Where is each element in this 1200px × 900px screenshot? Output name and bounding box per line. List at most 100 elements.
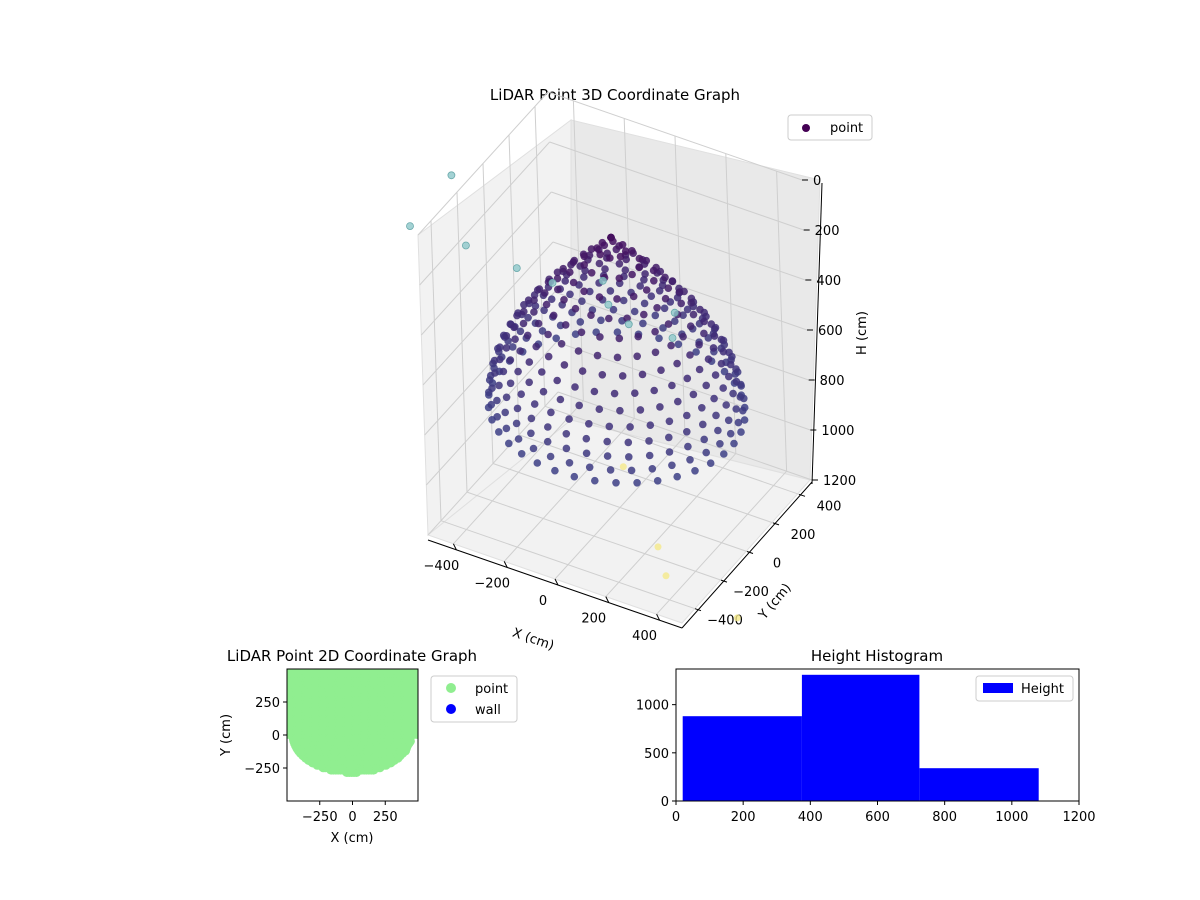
point-2d <box>411 669 418 675</box>
point-cloud-2d <box>287 669 418 777</box>
point-3d <box>651 327 659 336</box>
point-3d <box>578 297 586 306</box>
point-3d <box>590 387 599 396</box>
point-3d <box>514 367 522 376</box>
x-tick-label-2d: 250 <box>373 810 398 825</box>
point-3d <box>587 311 595 320</box>
point-3d <box>621 266 630 275</box>
point-3d <box>635 263 644 272</box>
point-3d <box>657 366 665 375</box>
point-3d <box>530 296 538 305</box>
point-3d <box>571 304 580 313</box>
point-3d <box>597 316 605 325</box>
point-3d <box>565 459 574 467</box>
point-3d <box>714 426 722 435</box>
point-3d <box>699 420 707 429</box>
y-axis-line <box>681 481 813 629</box>
point-3d <box>505 439 513 448</box>
y-tick-label-2d: 0 <box>272 729 280 744</box>
point-3d <box>634 332 642 341</box>
point-cloud-3d <box>406 171 749 622</box>
outlier-point-3d <box>548 278 557 287</box>
point-3d <box>661 273 669 282</box>
point-3d <box>610 389 619 398</box>
point-3d <box>496 355 504 364</box>
point-3d <box>739 406 747 415</box>
point-3d <box>523 331 532 340</box>
point-3d <box>695 365 704 374</box>
point-3d <box>702 448 710 457</box>
point-3d <box>502 393 511 402</box>
point-3d <box>647 292 656 301</box>
point-3d <box>587 245 596 253</box>
point-3d <box>502 332 511 340</box>
point-3d <box>506 379 515 388</box>
x-tick-label-3d: −400 <box>424 559 460 574</box>
point-3d <box>586 287 594 296</box>
histogram-bar <box>682 716 802 801</box>
histogram-y-tick-label: 0 <box>661 795 669 810</box>
point-3d <box>616 406 624 415</box>
point-3d <box>607 233 615 242</box>
point-3d <box>502 344 511 352</box>
point-3d <box>636 282 644 290</box>
point-3d <box>629 292 638 301</box>
point-3d <box>603 437 611 446</box>
outlier-point-3d <box>670 308 679 317</box>
point-3d <box>635 254 644 263</box>
point-3d <box>544 330 552 339</box>
point-3d <box>683 305 692 314</box>
point-3d <box>628 247 636 255</box>
legend-2d-wall-label: wall <box>475 703 501 718</box>
point-3d <box>732 377 741 386</box>
point-3d <box>542 300 551 309</box>
legend-histogram: Height <box>975 675 1074 702</box>
point-3d <box>596 333 604 341</box>
point-3d <box>661 294 670 303</box>
point-3d <box>665 448 674 456</box>
point-3d <box>527 414 536 423</box>
point-3d <box>601 265 609 273</box>
point-3d <box>570 472 579 481</box>
point-3d <box>639 319 647 328</box>
histogram-x-tick-label: 400 <box>798 810 823 825</box>
point-3d <box>628 270 636 279</box>
point-3d <box>700 329 708 338</box>
point-3d <box>691 467 699 475</box>
point-3d <box>732 365 740 373</box>
point-3d <box>618 372 627 380</box>
x-axis-line <box>427 539 683 629</box>
histogram-x-tick-label: 1200 <box>1062 810 1095 825</box>
plot-histogram: Height Histogram 0 200 400 600 800 1000 1200 0 5… <box>636 647 1096 825</box>
point-3d <box>626 423 634 431</box>
point-3d <box>692 348 700 356</box>
point-3d <box>686 322 695 331</box>
point-3d <box>729 389 737 398</box>
point-3d <box>668 277 677 285</box>
point-3d <box>544 352 553 361</box>
point-3d <box>493 396 501 405</box>
point-3d <box>668 461 676 470</box>
point-3d <box>577 328 586 337</box>
point-3d <box>656 403 664 411</box>
legend-height-label: Height <box>1021 682 1064 697</box>
point-3d <box>664 320 673 328</box>
point-3d <box>595 259 604 268</box>
legend-2d-point-marker <box>446 683 456 693</box>
point-3d <box>551 466 559 475</box>
histogram-bar <box>919 768 1039 801</box>
point-3d <box>712 411 720 420</box>
point-3d <box>511 335 519 344</box>
point-3d <box>535 285 544 293</box>
point-3d <box>673 472 681 481</box>
ticks-2d: −250 0 250 −250 0 250 <box>244 696 397 825</box>
x-axis-label-2d: X (cm) <box>331 831 374 846</box>
point-3d <box>495 381 503 390</box>
point-3d <box>659 324 667 332</box>
point-3d <box>552 334 560 343</box>
legend-point-label: point <box>830 121 863 136</box>
point-3d <box>625 453 633 461</box>
point-3d <box>640 299 649 308</box>
point-3d <box>734 418 743 427</box>
